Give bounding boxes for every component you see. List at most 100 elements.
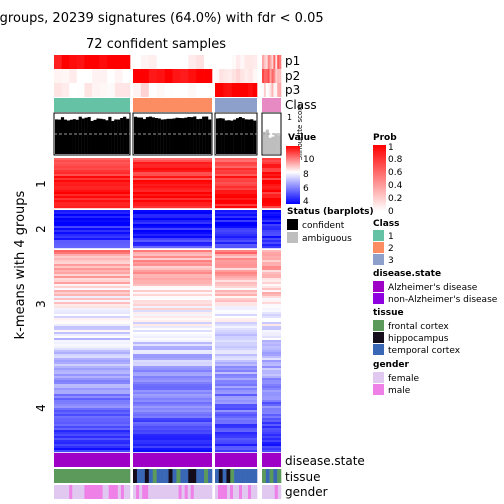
gender-annotation-cell xyxy=(166,485,170,499)
heatmap-row-band-group-3 xyxy=(133,268,212,271)
heatmap-row-band-group-1 xyxy=(54,166,130,169)
heatmap-row-band-group-3 xyxy=(262,310,281,313)
gender-annotation-cell xyxy=(251,485,255,499)
heatmap-row-band-group-3 xyxy=(54,434,130,437)
silhouette-bar xyxy=(142,119,147,154)
heatmap-row-band-group-3 xyxy=(133,358,212,361)
class-label-2: 2 xyxy=(388,244,394,254)
heatmap-row-band-group-1 xyxy=(133,196,212,199)
gender-annotation-cell xyxy=(139,485,143,499)
heatmap-row-band-group-3 xyxy=(215,408,257,411)
heatmap-row-band-group-3 xyxy=(262,344,281,347)
heatmap-row-band-group-3 xyxy=(54,340,130,343)
heatmap-row-band-group-3 xyxy=(133,364,212,367)
heatmap-row-band-group-3 xyxy=(262,430,281,433)
prob-cell-p2 xyxy=(180,69,189,83)
heatmap-row-band-group-1 xyxy=(133,158,212,161)
heatmap-row-band-group-2 xyxy=(133,228,212,231)
heatmap-row-band-group-3 xyxy=(262,308,281,311)
gender-annotation-cell xyxy=(218,485,222,499)
heatmap-row-band-group-3 xyxy=(215,430,257,433)
heatmap-row-band-group-3 xyxy=(262,306,281,309)
prob-cell-p2 xyxy=(76,69,85,83)
heatmap-row-band-group-3 xyxy=(133,378,212,381)
heatmap-row-band-group-3 xyxy=(133,390,212,393)
heatmap-row-band-group-1 xyxy=(215,180,257,183)
heatmap-row-band-group-3 xyxy=(133,386,212,389)
heatmap-row-band-group-3 xyxy=(54,394,130,397)
heatmap-row-band-group-3 xyxy=(262,424,281,427)
prob-cell-p1 xyxy=(275,55,278,69)
heatmap-row-band-group-2 xyxy=(54,238,130,241)
value-color-bar xyxy=(286,146,300,204)
heatmap-row-band-group-1 xyxy=(54,170,130,173)
heatmap-row-band-group-3 xyxy=(262,278,281,281)
prob-cell-p1 xyxy=(215,55,220,69)
heatmap-row-band-group-3 xyxy=(54,356,130,359)
disease-state-legend: disease.state Alzheimer's disease non-Al… xyxy=(373,269,498,305)
tissue-annotation-cell xyxy=(184,469,189,483)
heatmap-row-band-group-3 xyxy=(54,398,130,401)
prob-cell-p2 xyxy=(265,69,268,83)
tissue-annotation-cell xyxy=(66,469,71,483)
heatmap-row-band-group-3 xyxy=(133,422,212,425)
heatmap-row-band-group-3 xyxy=(215,250,257,253)
prob-cell-p1 xyxy=(196,55,205,69)
heatmap-row-band-group-2 xyxy=(54,216,130,219)
heatmap-row-band-group-3 xyxy=(54,264,130,267)
heatmap-row-band-group-3 xyxy=(54,390,130,393)
gender-annotation-cell xyxy=(187,485,192,499)
gender-annotation-cell xyxy=(78,485,82,499)
heatmap-row-band-group-3 xyxy=(262,372,281,375)
heatmap-row-band-group-1 xyxy=(262,188,281,191)
prob-cell-p3 xyxy=(262,83,265,97)
prob-cell-p1 xyxy=(188,55,197,69)
heatmap-row-band-group-2 xyxy=(54,234,130,237)
heatmap-row-band-group-3 xyxy=(133,410,212,413)
annotation-label-p1: p1 xyxy=(285,54,300,68)
prob-cell-p2 xyxy=(204,69,213,83)
heatmap-row-band-group-3 xyxy=(262,358,281,361)
silhouette-bar xyxy=(57,119,62,154)
tissue-annotation-cell xyxy=(192,469,197,483)
tissue-annotation-cell xyxy=(226,469,231,483)
silhouette-bar xyxy=(202,116,206,154)
heatmap-row-band-group-1 xyxy=(54,178,130,181)
tissue-annotation-cell xyxy=(164,469,169,483)
heatmap-row-band-group-1 xyxy=(133,164,212,167)
heatmap-row-band-group-3 xyxy=(133,328,212,331)
heatmap-row-band-group-1 xyxy=(215,172,257,175)
gender-annotation-cell xyxy=(163,485,167,499)
heatmap-row-band-group-3 xyxy=(54,346,130,349)
prob-cell-p3 xyxy=(122,83,131,97)
tissue-annotation-cell xyxy=(110,469,115,483)
heatmap-row-band-group-3 xyxy=(215,344,257,347)
heatmap-row-band-group-3 xyxy=(54,338,130,341)
class-swatch-2 xyxy=(373,242,384,253)
heatmap-row-band-group-3 xyxy=(54,286,130,289)
heatmap-row-band-group-3 xyxy=(54,372,130,375)
heatmap-row-band-group-3 xyxy=(133,330,212,333)
gender-annotation-cell xyxy=(154,485,158,499)
prob-cell-p3 xyxy=(92,83,100,97)
heatmap-row-band-group-3 xyxy=(262,326,281,329)
heatmap-row-band-group-3 xyxy=(215,420,257,423)
heatmap-row-band-group-2 xyxy=(215,246,257,249)
disease-state-legend-title: disease.state xyxy=(373,269,441,279)
tissue-annotation-cell xyxy=(249,469,254,483)
prob-tick: 0 xyxy=(388,207,394,217)
heatmap-row-band-group-1 xyxy=(262,204,281,207)
heatmap-row-band-group-3 xyxy=(133,384,212,387)
heatmap-row-band-group-2 xyxy=(133,234,212,237)
heatmap-row-band-group-3 xyxy=(54,446,130,449)
heatmap-row-band-group-2 xyxy=(215,212,257,215)
heatmap-row-band-group-3 xyxy=(262,274,281,277)
heatmap-row-band-group-3 xyxy=(54,396,130,399)
tissue-annotation-cell xyxy=(230,469,235,483)
class-annotation-block xyxy=(215,98,257,112)
gender-annotation-cell xyxy=(102,485,106,499)
disease-state-annotation xyxy=(262,453,281,467)
heatmap-row-band-group-3 xyxy=(262,450,281,453)
heatmap-row-band-group-3 xyxy=(54,448,130,451)
heatmap-row-band-group-3 xyxy=(133,424,212,427)
